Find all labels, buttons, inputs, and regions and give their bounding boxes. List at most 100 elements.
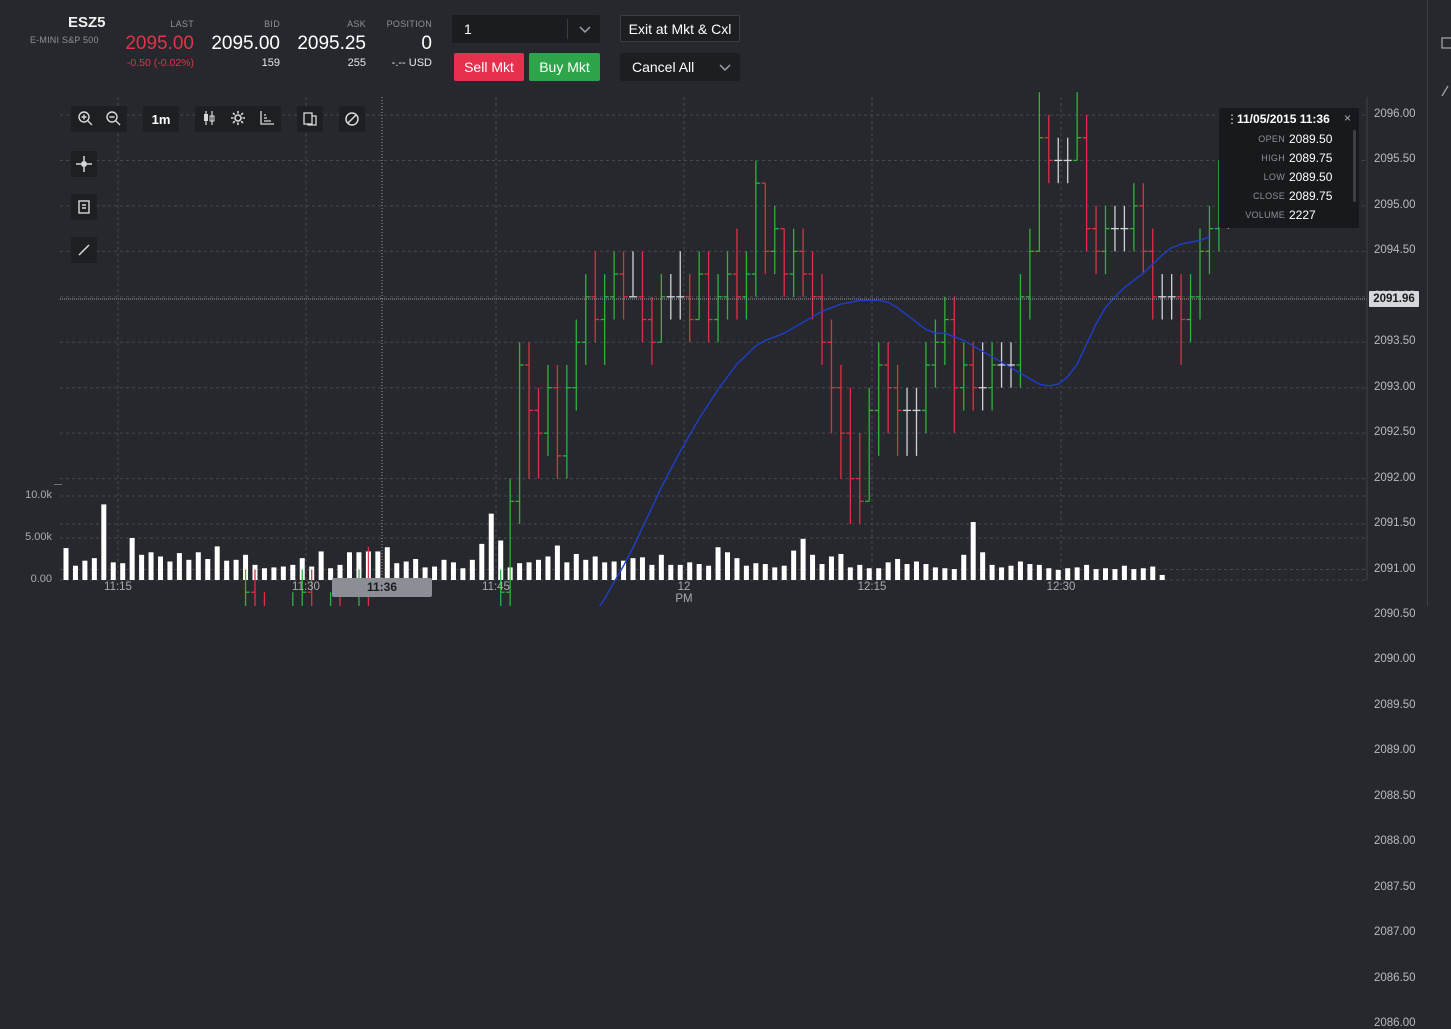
ohlc-bar bbox=[1129, 183, 1138, 252]
quantity-value: 1 bbox=[464, 21, 472, 37]
price-axis-label: 2087.00 bbox=[1374, 926, 1416, 939]
more-vertical-icon[interactable]: ⋮ bbox=[1226, 112, 1238, 126]
volume-bar bbox=[876, 568, 882, 580]
last-label: LAST bbox=[170, 19, 194, 29]
ohlc-bar bbox=[364, 546, 370, 606]
volume-bar bbox=[479, 543, 485, 580]
last-change: -0.50 (-0.02%) bbox=[126, 57, 194, 69]
volume-bar bbox=[299, 558, 305, 580]
volume-bar bbox=[857, 564, 863, 580]
volume-bar bbox=[148, 552, 154, 580]
time-axis-label: 11:45 bbox=[482, 581, 510, 593]
ohlc-bar bbox=[874, 342, 883, 456]
volume-bar bbox=[706, 565, 712, 580]
ohlc-bar bbox=[647, 296, 656, 365]
ohlc-bar bbox=[818, 274, 826, 365]
chart-grid bbox=[60, 97, 1367, 581]
interval-selector[interactable]: 1m bbox=[143, 106, 179, 132]
ohlc-bar bbox=[1177, 274, 1186, 365]
bid-price: 2095.00 bbox=[211, 33, 280, 54]
volume-bar bbox=[592, 556, 598, 580]
volume-bar bbox=[139, 554, 145, 580]
moving-average-line bbox=[598, 236, 1210, 606]
ohlc-bar bbox=[931, 319, 940, 388]
indicators-icon[interactable] bbox=[259, 110, 275, 129]
volume-bar bbox=[1017, 561, 1023, 580]
volume-bar bbox=[772, 567, 778, 580]
volume-bar bbox=[110, 562, 116, 580]
volume-bar bbox=[63, 548, 69, 580]
volume-bar bbox=[1121, 565, 1127, 580]
candlestick-icon[interactable] bbox=[201, 110, 217, 129]
volume-bar bbox=[668, 564, 674, 580]
cancel-all-button[interactable]: Cancel All bbox=[620, 53, 740, 81]
close-icon[interactable]: × bbox=[1344, 111, 1352, 125]
volume-bar bbox=[583, 559, 589, 580]
price-axis-label: 2096.00 bbox=[1374, 108, 1416, 120]
price-axis-label: 2088.00 bbox=[1374, 835, 1416, 848]
note-icon[interactable] bbox=[71, 194, 97, 220]
chart-settings-group bbox=[195, 106, 281, 132]
ohlc-bar bbox=[562, 364, 571, 479]
volume-bar bbox=[1140, 568, 1146, 580]
volume-bar bbox=[658, 554, 664, 580]
clear-drawings-icon[interactable] bbox=[339, 106, 365, 132]
ohlc-bar bbox=[1016, 274, 1025, 388]
volume-bar bbox=[243, 554, 249, 580]
volume-bar bbox=[101, 504, 107, 580]
price-axis-label: 2092.00 bbox=[1374, 471, 1416, 484]
volume-bar bbox=[517, 563, 523, 580]
crosshair-price-label: 2091.96 bbox=[1369, 291, 1419, 307]
ohlc-bar bbox=[1035, 92, 1044, 253]
price-axis-label: 2094.50 bbox=[1374, 244, 1416, 257]
volume-bar bbox=[328, 568, 334, 580]
buy-market-button[interactable]: Buy Mkt bbox=[529, 53, 600, 81]
price-chart[interactable] bbox=[0, 0, 1451, 606]
volume-bar bbox=[545, 556, 551, 580]
symbol[interactable]: ESZ5 bbox=[68, 14, 106, 31]
volume-axis-label: 10.0k bbox=[25, 489, 52, 501]
ohlc-bar bbox=[676, 251, 685, 320]
quantity-select[interactable]: 1 bbox=[452, 15, 600, 43]
volume-bar bbox=[498, 540, 504, 580]
high-label: HIGH bbox=[1261, 153, 1285, 163]
last-price: 2095.00 bbox=[125, 33, 194, 54]
volume-bar bbox=[942, 568, 948, 580]
ohlc-bar bbox=[619, 251, 628, 320]
exit-market-cancel-button[interactable]: Exit at Mkt & Cxl bbox=[620, 15, 740, 42]
gear-icon[interactable] bbox=[230, 110, 246, 129]
ohlc-bar bbox=[789, 228, 798, 297]
chevron-down-icon[interactable] bbox=[716, 58, 734, 76]
volume-bar bbox=[1103, 568, 1108, 580]
ask-price: 2095.25 bbox=[297, 33, 366, 54]
ohlc-bar bbox=[988, 342, 997, 411]
volume-bars bbox=[63, 504, 1165, 580]
crosshair-icon[interactable] bbox=[71, 151, 97, 177]
info-datetime: 11/05/2015 11:36 bbox=[1237, 112, 1330, 126]
ohlc-bar bbox=[1186, 274, 1195, 343]
volume-bar bbox=[224, 560, 230, 580]
position-value: 0 bbox=[421, 33, 432, 54]
ohlc-bar bbox=[506, 478, 515, 606]
sell-market-button[interactable]: Sell Mkt bbox=[454, 53, 524, 81]
ohlc-bar bbox=[808, 251, 817, 320]
price-axis-label: 2090.50 bbox=[1374, 607, 1416, 620]
ohlc-bar bbox=[1025, 228, 1034, 320]
time-axis-label: 12 PM bbox=[675, 581, 693, 605]
scrollbar[interactable] bbox=[1353, 130, 1356, 202]
volume-bar bbox=[526, 562, 532, 580]
price-axis-label: 2090.00 bbox=[1374, 653, 1416, 666]
chevron-down-icon[interactable] bbox=[576, 20, 594, 38]
ohlc-bar bbox=[1101, 205, 1110, 275]
layout-icon[interactable] bbox=[297, 106, 323, 132]
ohlc-bar bbox=[307, 569, 313, 606]
price-axis-label: 2086.50 bbox=[1374, 971, 1416, 984]
volume-bar bbox=[72, 565, 78, 580]
trendline-icon[interactable] bbox=[71, 237, 97, 263]
volume-bar bbox=[536, 559, 541, 580]
zoom-in-icon[interactable] bbox=[77, 110, 93, 129]
volume-bar bbox=[356, 552, 362, 580]
zoom-out-icon[interactable] bbox=[105, 110, 121, 129]
volume-bar bbox=[970, 522, 976, 580]
ohlc-bar bbox=[301, 569, 307, 606]
